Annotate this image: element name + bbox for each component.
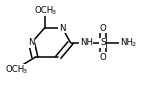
Text: S: S	[100, 38, 106, 47]
Text: NH: NH	[120, 38, 133, 47]
Text: O: O	[99, 53, 106, 62]
Text: 3: 3	[23, 69, 27, 74]
Text: 2: 2	[132, 42, 136, 47]
Text: N: N	[59, 23, 66, 33]
Text: OCH3: OCH3	[32, 6, 57, 15]
Text: N: N	[28, 38, 35, 47]
Text: O: O	[99, 23, 106, 33]
Text: 3: 3	[52, 10, 56, 15]
Text: OCH: OCH	[35, 6, 54, 15]
Text: NH: NH	[80, 38, 93, 47]
Text: NH2: NH2	[120, 38, 138, 47]
Text: OCH: OCH	[5, 65, 25, 74]
Text: OCH3: OCH3	[3, 65, 27, 74]
